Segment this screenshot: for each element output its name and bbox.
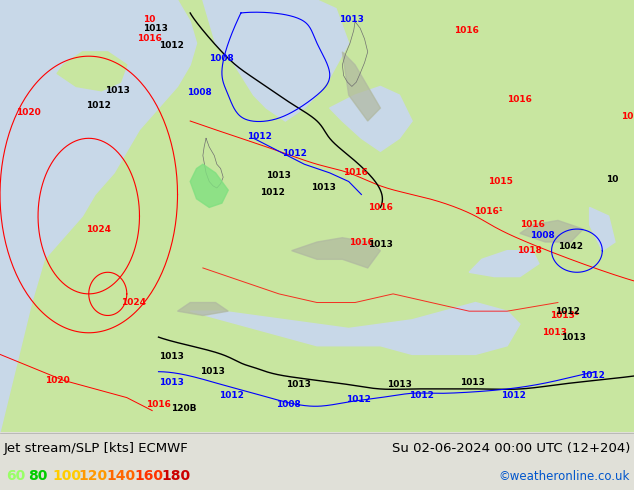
Polygon shape: [178, 302, 228, 316]
Text: 1024: 1024: [86, 224, 111, 234]
Text: 1020: 1020: [44, 376, 70, 385]
Text: 1012: 1012: [346, 395, 371, 404]
Polygon shape: [469, 251, 539, 276]
Text: 1016: 1016: [349, 238, 374, 246]
Text: 100: 100: [52, 469, 81, 483]
Polygon shape: [342, 52, 380, 121]
Text: 1015: 1015: [488, 177, 514, 186]
Text: 1013: 1013: [285, 380, 311, 389]
Text: 1024: 1024: [120, 298, 146, 307]
Polygon shape: [520, 220, 583, 242]
Text: ©weatheronline.co.uk: ©weatheronline.co.uk: [498, 469, 630, 483]
Polygon shape: [330, 86, 412, 151]
Polygon shape: [292, 238, 380, 268]
Text: 1042: 1042: [558, 242, 583, 251]
Text: 1012: 1012: [409, 391, 434, 400]
Text: 1016: 1016: [146, 399, 171, 409]
Text: 1013: 1013: [368, 240, 393, 249]
Text: 1016: 1016: [342, 169, 368, 177]
Text: 1013: 1013: [311, 183, 336, 193]
Text: 140: 140: [106, 469, 135, 483]
Text: 1013: 1013: [266, 171, 292, 179]
Text: 1016¹: 1016¹: [474, 207, 503, 216]
Text: 1008: 1008: [187, 88, 212, 98]
Text: 1013: 1013: [158, 378, 184, 387]
Text: Jet stream/SLP [kts] ECMWF: Jet stream/SLP [kts] ECMWF: [4, 441, 189, 455]
Text: 1013: 1013: [158, 352, 184, 361]
Text: 1008: 1008: [276, 399, 301, 409]
Text: 1012: 1012: [501, 391, 526, 400]
Text: 1012: 1012: [555, 307, 580, 316]
Text: 1013: 1013: [561, 333, 586, 342]
Text: 1020: 1020: [16, 108, 41, 117]
Text: 180: 180: [161, 469, 190, 483]
Text: 1008: 1008: [529, 231, 555, 240]
Text: 1016: 1016: [520, 220, 545, 229]
Text: 1013: 1013: [105, 86, 130, 95]
Text: 1013: 1013: [460, 378, 485, 387]
Text: 60: 60: [6, 469, 25, 483]
Text: 1013: 1013: [200, 367, 225, 376]
Text: 10: 10: [143, 15, 155, 24]
Polygon shape: [0, 0, 634, 432]
Text: 1016: 1016: [136, 34, 162, 44]
Text: 1012: 1012: [282, 149, 307, 158]
Polygon shape: [190, 164, 228, 207]
Text: Su 02-06-2024 00:00 UTC (12+204): Su 02-06-2024 00:00 UTC (12+204): [392, 441, 630, 455]
Text: 160: 160: [134, 469, 163, 483]
Text: 1013: 1013: [143, 24, 168, 33]
Text: 1016: 1016: [368, 203, 393, 212]
Polygon shape: [0, 0, 197, 432]
Text: 1013: 1013: [339, 15, 365, 24]
Text: 1012: 1012: [247, 132, 273, 141]
Text: 1008: 1008: [209, 54, 235, 63]
Polygon shape: [203, 0, 349, 121]
Text: 10: 10: [605, 175, 618, 184]
Polygon shape: [590, 207, 615, 251]
Text: 10: 10: [621, 112, 634, 121]
Text: 1018: 1018: [517, 246, 542, 255]
Text: 1013¹: 1013¹: [550, 311, 579, 320]
Text: 1013: 1013: [387, 380, 412, 389]
Text: 1012: 1012: [219, 391, 244, 400]
Text: 1016: 1016: [507, 95, 533, 104]
Text: 120B: 120B: [171, 404, 197, 413]
Text: 1012: 1012: [158, 41, 184, 50]
Text: 120: 120: [78, 469, 107, 483]
Text: 1012: 1012: [86, 101, 111, 110]
Polygon shape: [190, 302, 520, 354]
Text: 1012: 1012: [260, 188, 285, 197]
Text: 1016: 1016: [453, 26, 479, 35]
Text: 1013: 1013: [542, 328, 567, 337]
Polygon shape: [57, 52, 127, 91]
Text: 1012: 1012: [580, 371, 605, 381]
Text: 80: 80: [28, 469, 48, 483]
